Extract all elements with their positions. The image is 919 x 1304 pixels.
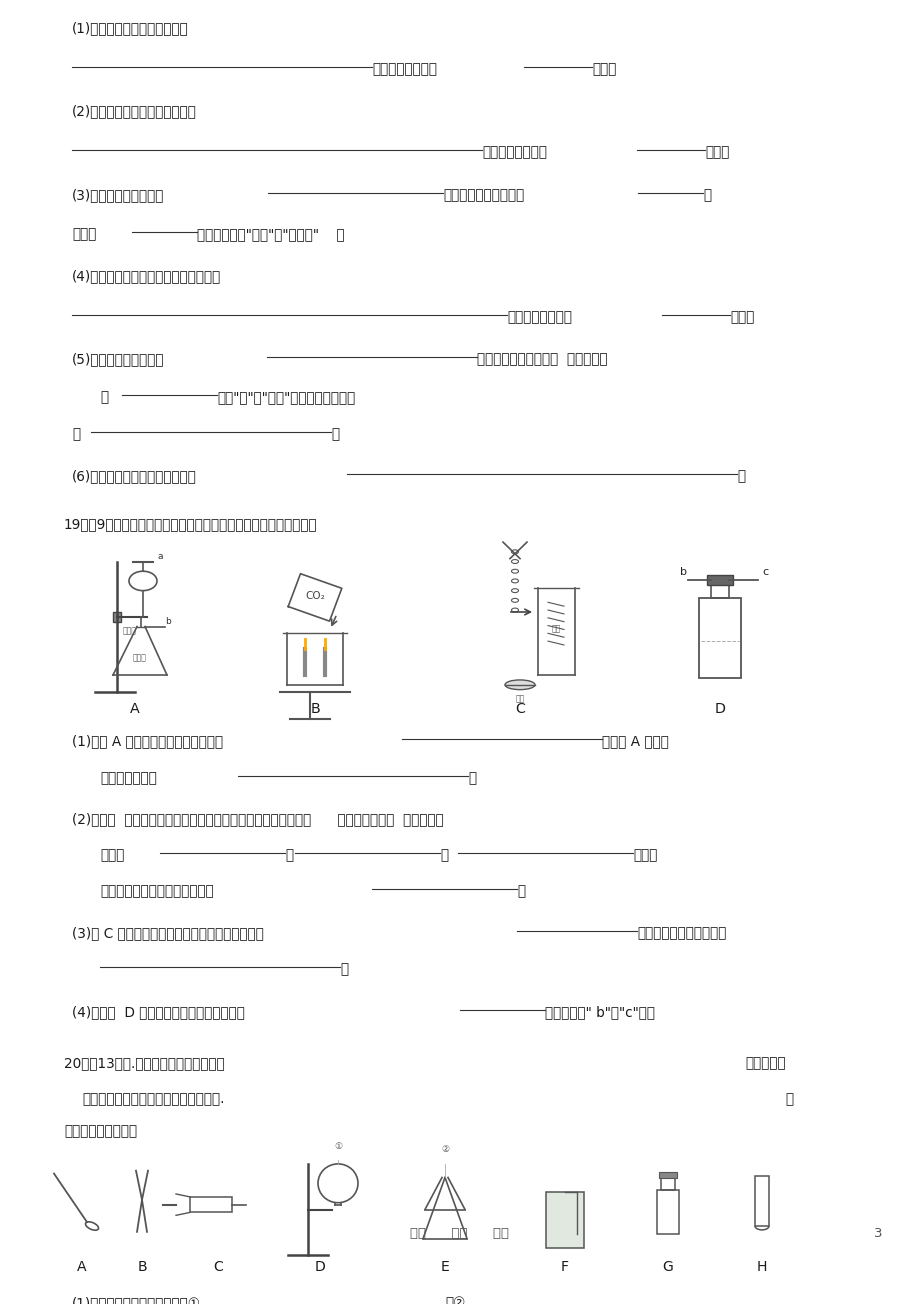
Text: 。: 。 xyxy=(340,962,347,977)
Text: 。: 。 xyxy=(468,771,476,785)
Text: (4)二氧化碳通入含有紫色石蕊的水中：: (4)二氧化碳通入含有紫色石蕊的水中： xyxy=(72,270,221,283)
Text: 氧化反应（填"属于"或"不属于"    ）: 氧化反应（填"属于"或"不属于" ） xyxy=(197,227,345,241)
Ellipse shape xyxy=(505,679,535,690)
Text: (5)铁丝在氧气中燃烧：: (5)铁丝在氧气中燃烧： xyxy=(72,352,165,366)
Text: (3)镁带在氧气中燃烧：: (3)镁带在氧气中燃烧： xyxy=(72,188,165,202)
Text: 碳具有: 碳具有 xyxy=(100,848,124,862)
Bar xyxy=(113,612,121,622)
Text: D: D xyxy=(314,1261,325,1274)
Text: G: G xyxy=(662,1261,673,1274)
Text: 作用。: 作用。 xyxy=(591,63,616,76)
Text: (1)实验室用双氧水制取氧气：: (1)实验室用双氧水制取氧气： xyxy=(72,21,188,35)
Text: 。: 。 xyxy=(516,884,525,898)
Text: 20．（13分）.通过一个月的化学学习，: 20．（13分）.通过一个月的化学学习， xyxy=(64,1056,224,1071)
Text: 应: 应 xyxy=(100,390,108,404)
Text: CO₂: CO₂ xyxy=(305,592,324,601)
Text: c: c xyxy=(761,567,767,578)
Text: 反应。: 反应。 xyxy=(704,145,729,159)
Text: 3: 3 xyxy=(873,1227,881,1240)
Text: 石灰石: 石灰石 xyxy=(133,653,147,662)
Text: F: F xyxy=(561,1261,568,1274)
Text: 端进入（填" b"或"c"）。: 端进入（填" b"或"c"）。 xyxy=(544,1005,654,1020)
Text: ②: ② xyxy=(440,1145,448,1154)
Text: ，基本反应类型为: ，基本反应类型为 xyxy=(506,310,572,325)
Text: （填"能"或"不能"）进行，，其原因: （填"能"或"不能"）进行，，其原因 xyxy=(217,390,355,404)
Text: H: H xyxy=(756,1261,766,1274)
Text: D: D xyxy=(714,702,725,716)
Text: 稀盐酸: 稀盐酸 xyxy=(123,626,137,635)
Text: 火柴: 火柴 xyxy=(515,694,524,703)
Text: 是: 是 xyxy=(72,426,80,441)
Bar xyxy=(190,1197,232,1213)
Text: 中一处明显错误: 中一处明显错误 xyxy=(100,771,157,785)
Text: 这一性质在实际生活中的应用为: 这一性质在实际生活中的应用为 xyxy=(100,884,213,898)
Bar xyxy=(660,1179,675,1191)
Bar xyxy=(545,1192,584,1248)
Text: 、: 、 xyxy=(285,848,293,862)
Text: 。: 。 xyxy=(331,426,339,441)
Text: b: b xyxy=(165,617,171,626)
Text: ，: ， xyxy=(702,188,710,202)
Bar xyxy=(698,599,740,678)
Text: 相信你已经: 相信你已经 xyxy=(744,1056,785,1071)
Text: (2)实验室加热碳酸氢铵的反应：: (2)实验室加热碳酸氢铵的反应： xyxy=(72,104,197,119)
Text: 初步掌握了实验室制取气体的有关知识.: 初步掌握了实验室制取气体的有关知识. xyxy=(82,1091,224,1106)
Text: 反应。: 反应。 xyxy=(729,310,754,325)
Bar xyxy=(658,1172,676,1179)
Text: .: . xyxy=(544,1296,549,1304)
Text: 和: 和 xyxy=(439,848,448,862)
Text: B: B xyxy=(310,702,320,716)
Text: 请: 请 xyxy=(784,1091,792,1106)
Text: 结合图示回答问题：: 结合图示回答问题： xyxy=(64,1124,137,1138)
Text: (6)二氧化碳通入澄清石灰水中：: (6)二氧化碳通入澄清石灰水中： xyxy=(72,469,197,484)
Text: b: b xyxy=(679,567,686,578)
Bar xyxy=(754,1175,768,1226)
Text: C: C xyxy=(515,702,525,716)
Text: 。: 。 xyxy=(736,469,744,484)
Text: a: a xyxy=(157,552,163,561)
Text: ，指出 A 装置图: ，指出 A 装置图 xyxy=(601,734,668,747)
Text: ①: ① xyxy=(334,1142,342,1151)
Text: ，若将氧气换成空气，  则该化学反: ，若将氧气换成空气， 则该化学反 xyxy=(476,352,607,366)
Text: (1)写出图中标示的仪器名称：①: (1)写出图中标示的仪器名称：① xyxy=(72,1296,200,1304)
Text: C: C xyxy=(213,1261,222,1274)
Text: 氧气: 氧气 xyxy=(550,625,560,634)
Text: 此反应: 此反应 xyxy=(72,227,96,241)
Text: ，军事上利用镁可用作: ，军事上利用镁可用作 xyxy=(443,188,524,202)
Bar xyxy=(706,575,732,584)
Text: ，②: ，② xyxy=(445,1296,465,1304)
Text: (1)写出 A 图中产生气体的文字表达式: (1)写出 A 图中产生气体的文字表达式 xyxy=(72,734,223,747)
Text: E: E xyxy=(440,1261,448,1274)
Text: A: A xyxy=(130,702,140,716)
Text: ，二氧化锰粉末起: ，二氧化锰粉末起 xyxy=(371,63,437,76)
Text: A: A xyxy=(77,1261,86,1274)
Text: ，基本反应类型为: ，基本反应类型为 xyxy=(482,145,547,159)
Text: (4)小明用  D 装置收集二氧化碳，则气体从: (4)小明用 D 装置收集二氧化碳，则气体从 xyxy=(72,1005,244,1020)
Bar xyxy=(656,1191,678,1234)
Text: ，集气瓶底部的水作用是: ，集气瓶底部的水作用是 xyxy=(636,926,726,940)
Text: (2)图中，  把二氧化碳气体慢慢倒入放有燃着的蜡烛的烧杯中，      下层蜡烛先灭，  说明二氧化: (2)图中， 把二氧化碳气体慢慢倒入放有燃着的蜡烛的烧杯中， 下层蜡烛先灭， 说… xyxy=(72,811,443,825)
Text: 性质。: 性质。 xyxy=(632,848,657,862)
Text: 19．（9分）实验是学习化学的基础，请根据下列装置图回答问题。: 19．（9分）实验是学习化学的基础，请根据下列装置图回答问题。 xyxy=(64,518,317,531)
Bar xyxy=(710,584,728,599)
Text: (3)图 C 中螺旋状铁丝的末端系一根火柴的作用是: (3)图 C 中螺旋状铁丝的末端系一根火柴的作用是 xyxy=(72,926,264,940)
Text: 用心      爱心      专心: 用心 爱心 专心 xyxy=(410,1227,509,1240)
Text: B: B xyxy=(137,1261,147,1274)
